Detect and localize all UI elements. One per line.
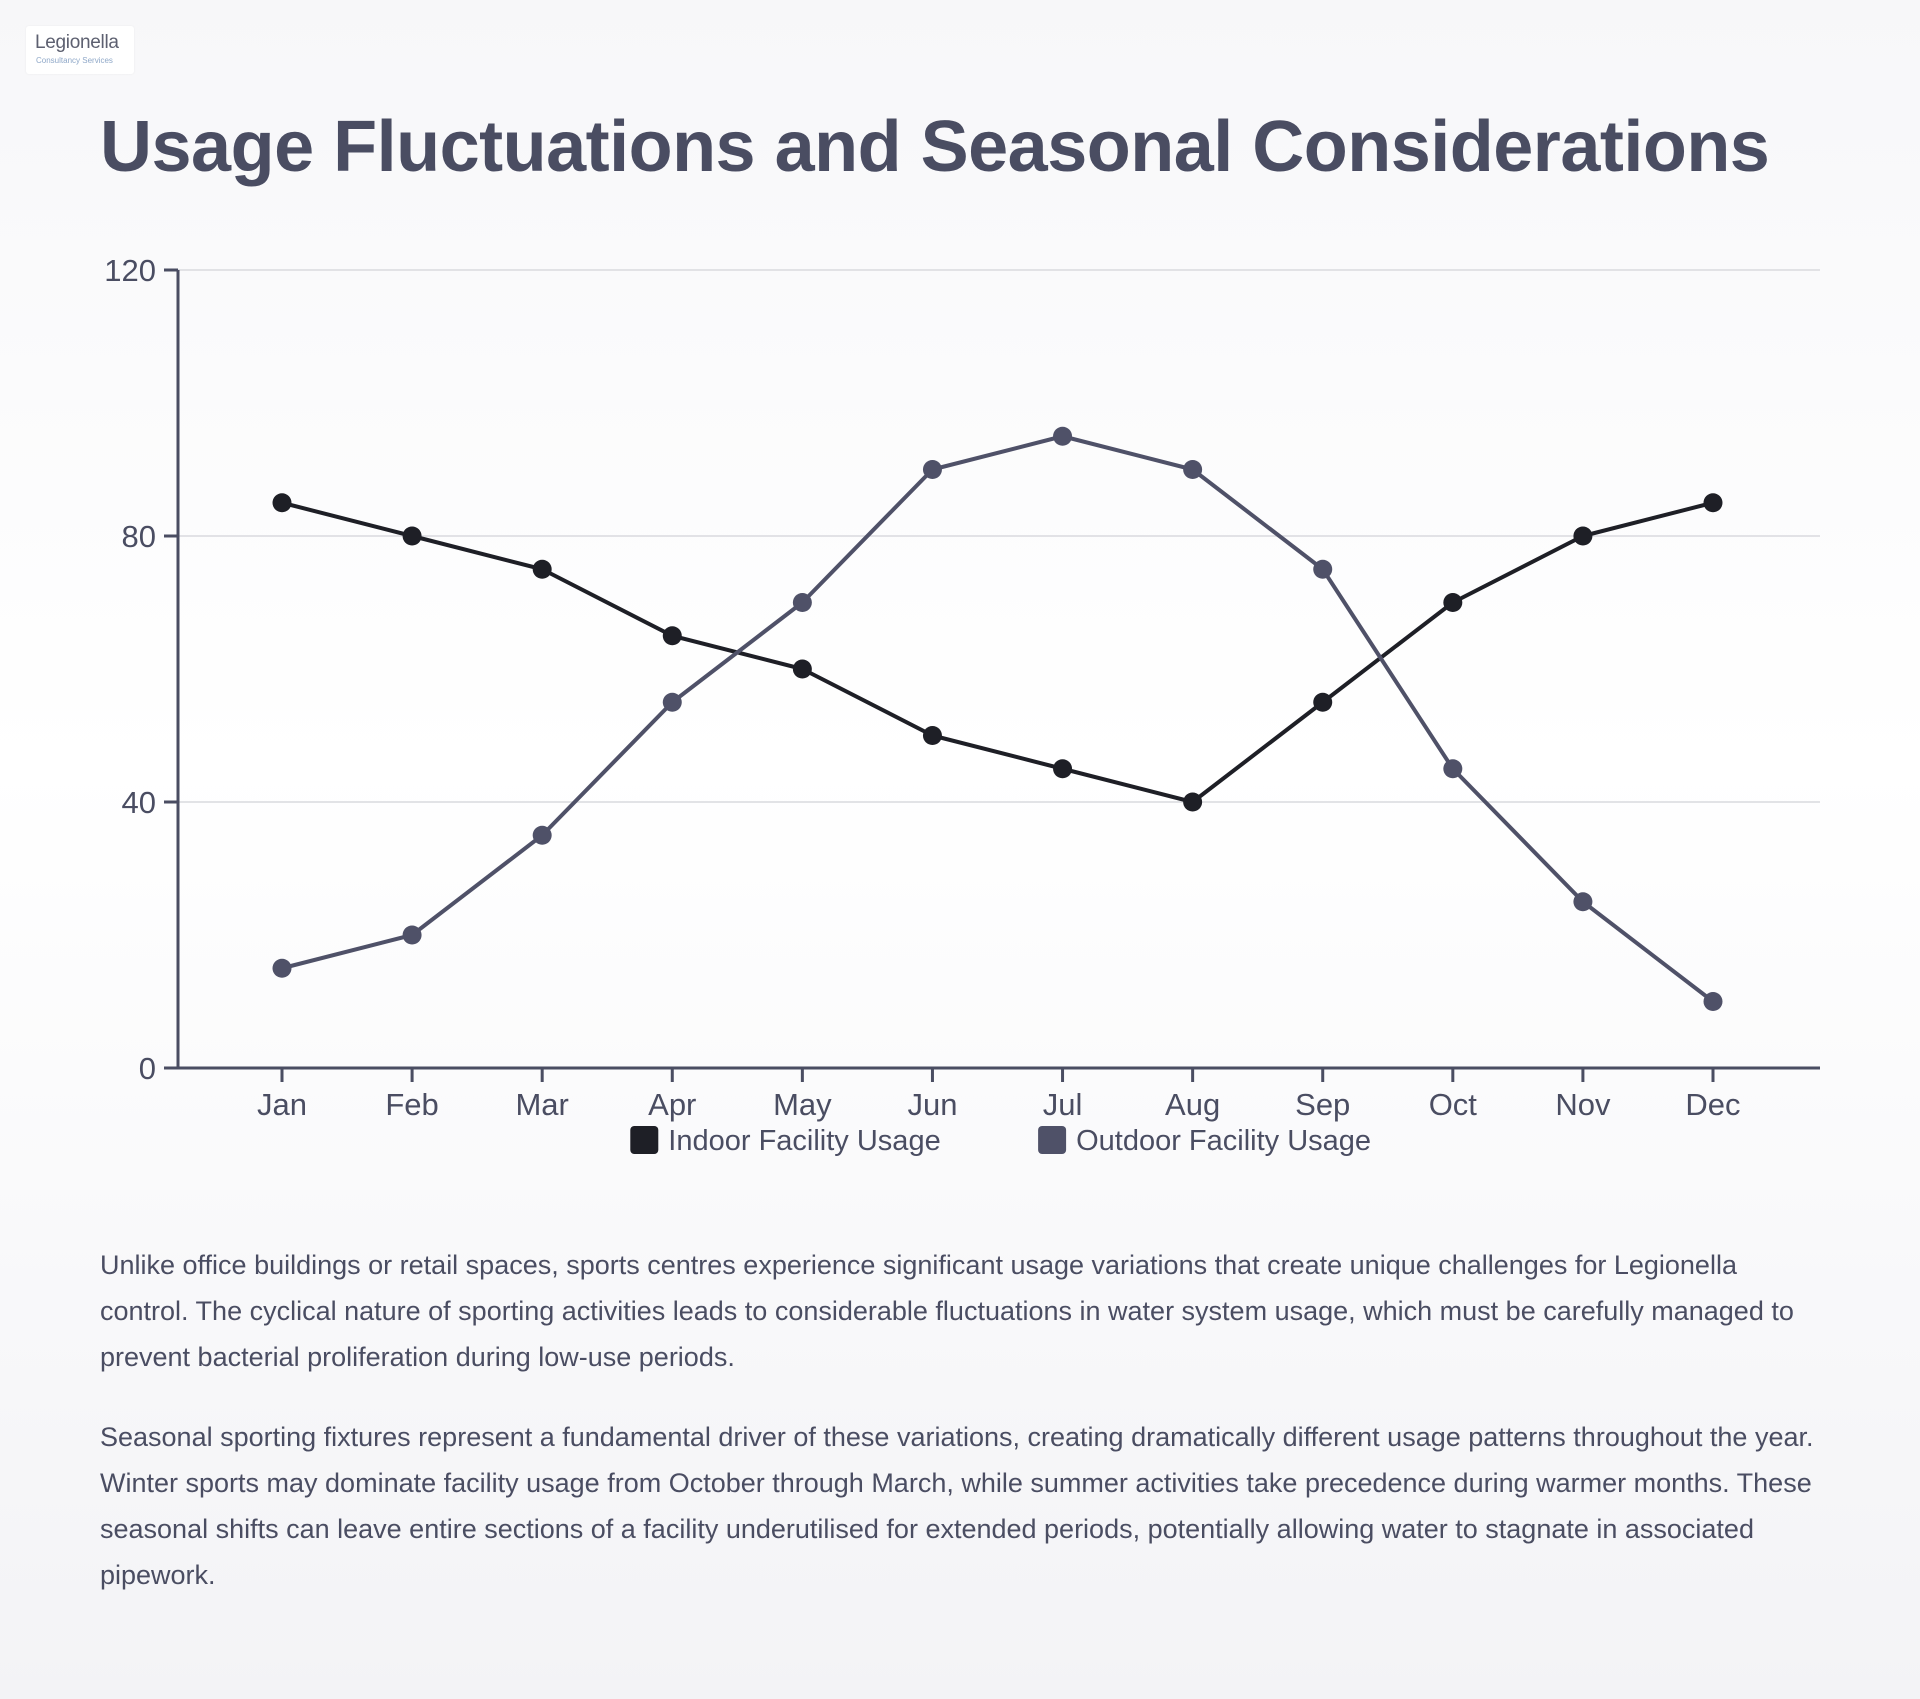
data-point-outdoor-facility-usage-jun (922, 460, 942, 479)
data-point-outdoor-facility-usage-nov (1573, 892, 1593, 912)
legend-item-indoor-facility-usage: Indoor Facility Usage (630, 1125, 941, 1157)
x-tick-label-jan: Jan (257, 1087, 307, 1122)
data-point-indoor-facility-usage-may (792, 659, 812, 679)
data-point-indoor-facility-usage-jun (922, 726, 942, 745)
paragraph-seasonal-fixtures: Seasonal sporting fixtures represent a f… (100, 1422, 1814, 1590)
x-tick-label-nov: Nov (1555, 1087, 1611, 1122)
series-indoor-facility-usage (272, 493, 1723, 812)
legend-item-outdoor-facility-usage: Outdoor Facility Usage (1038, 1125, 1371, 1157)
y-tick-label-40: 40 (122, 785, 156, 820)
legend: Indoor Facility Usage Outdoor Facility Us… (630, 1125, 1371, 1157)
y-tick-label-0: 0 (139, 1051, 156, 1086)
data-point-indoor-facility-usage-nov (1573, 526, 1593, 546)
legend-swatch-outdoor-facility-usage (1038, 1126, 1067, 1154)
series (272, 426, 1723, 1011)
data-point-outdoor-facility-usage-may (792, 593, 812, 612)
x-tick-label-apr: Apr (648, 1087, 696, 1122)
data-point-outdoor-facility-usage-mar (532, 825, 552, 845)
grid-lines (178, 269, 1820, 803)
data-point-outdoor-facility-usage-dec (1703, 992, 1723, 1011)
data-point-indoor-facility-usage-apr (662, 626, 682, 646)
logo-wordmark: Legionella (35, 32, 119, 53)
data-point-outdoor-facility-usage-apr (662, 692, 682, 712)
x-tick-label-jun: Jun (907, 1087, 957, 1122)
data-point-indoor-facility-usage-mar (532, 559, 552, 579)
data-point-outdoor-facility-usage-jul (1053, 426, 1073, 446)
usage-line-chart: 0 40 80 120 Jan Feb Mar Apr May Jun Jul Aug Sep Oct No… (104, 253, 1820, 1157)
data-point-indoor-facility-usage-oct (1443, 593, 1463, 612)
data-point-outdoor-facility-usage-feb (402, 925, 422, 945)
logo-subtext: Consultancy Services (36, 56, 113, 65)
series-line-outdoor-facility-usage (281, 434, 1715, 1004)
series-line-indoor-facility-usage (281, 500, 1714, 804)
data-point-outdoor-facility-usage-jan (272, 958, 292, 978)
x-tick-label-may: May (773, 1087, 832, 1122)
company-logo: Legionella Consultancy Services (26, 26, 134, 74)
series-outdoor-facility-usage (272, 426, 1723, 1011)
data-point-indoor-facility-usage-jul (1053, 759, 1073, 779)
data-point-indoor-facility-usage-aug (1183, 792, 1203, 812)
data-point-indoor-facility-usage-dec (1703, 493, 1723, 513)
x-tick-label-oct: Oct (1429, 1087, 1478, 1122)
data-point-outdoor-facility-usage-sep (1313, 559, 1333, 579)
data-point-outdoor-facility-usage-oct (1443, 759, 1463, 779)
x-tick-label-aug: Aug (1165, 1087, 1220, 1122)
paragraph-usage-variations: Unlike office buildings or retail spaces… (100, 1250, 1794, 1372)
axes (164, 268, 1820, 1082)
data-point-indoor-facility-usage-feb (402, 526, 422, 546)
tick-labels: 0 40 80 120 Jan Feb Mar Apr May Jun Jul Aug Sep Oct No… (104, 253, 1740, 1122)
x-tick-label-dec: Dec (1685, 1087, 1740, 1122)
x-tick-label-feb: Feb (385, 1087, 438, 1122)
legend-swatch-indoor-facility-usage (630, 1126, 659, 1154)
legend-label-indoor-facility-usage: Indoor Facility Usage (668, 1125, 940, 1157)
x-tick-label-jul: Jul (1043, 1087, 1083, 1122)
data-point-indoor-facility-usage-jan (272, 493, 292, 513)
page-title: Usage Fluctuations and Seasonal Consider… (100, 107, 1770, 187)
legend-label-outdoor-facility-usage: Outdoor Facility Usage (1076, 1125, 1371, 1157)
x-tick-label-sep: Sep (1295, 1087, 1350, 1122)
y-tick-label-120: 120 (104, 253, 156, 288)
data-point-outdoor-facility-usage-aug (1183, 460, 1203, 479)
data-point-indoor-facility-usage-sep (1313, 692, 1333, 712)
x-tick-label-mar: Mar (515, 1087, 568, 1122)
y-tick-label-80: 80 (122, 519, 156, 554)
